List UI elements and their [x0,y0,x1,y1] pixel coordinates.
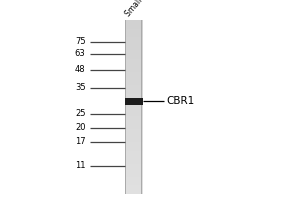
Bar [124,98,142,104]
Bar [124,146,142,151]
Bar [124,24,142,29]
Bar [124,59,142,64]
Bar [124,181,142,186]
Bar [124,164,142,168]
Bar [124,55,142,59]
Bar [124,29,142,33]
Bar [124,33,142,38]
Bar [124,85,142,90]
Bar [124,46,142,51]
Text: 75: 75 [75,38,86,46]
Bar [124,142,142,146]
Bar [124,133,142,138]
Bar [124,94,142,98]
Bar [124,116,142,120]
Text: 17: 17 [75,138,86,146]
Text: 25: 25 [75,109,86,118]
Bar [124,120,142,125]
Text: 48: 48 [75,66,86,74]
Bar [124,103,142,107]
Text: 35: 35 [75,84,86,92]
Text: Small intestine: Small intestine [124,0,167,18]
Bar [124,159,142,164]
Text: 20: 20 [75,123,86,132]
Bar [124,190,142,194]
Bar [124,111,142,116]
Bar [124,137,142,142]
Bar [124,42,142,46]
Bar [124,129,142,133]
Bar [124,172,142,177]
Bar [124,20,126,194]
Bar [124,155,142,159]
Bar [124,150,142,155]
Bar [124,72,142,77]
Bar [124,68,142,72]
Bar [124,64,142,68]
Bar [124,77,142,81]
Bar [124,90,142,94]
Text: CBR1: CBR1 [167,96,195,106]
Bar [124,37,142,42]
Bar [141,20,142,194]
Bar [124,168,142,172]
Bar [124,107,142,112]
Bar [124,177,142,181]
Bar [124,185,142,190]
Text: 63: 63 [75,49,86,58]
Bar [124,98,142,103]
Bar [124,124,142,129]
Bar [124,20,142,25]
Bar [124,81,142,85]
Bar [124,50,142,55]
Text: 11: 11 [75,162,86,170]
